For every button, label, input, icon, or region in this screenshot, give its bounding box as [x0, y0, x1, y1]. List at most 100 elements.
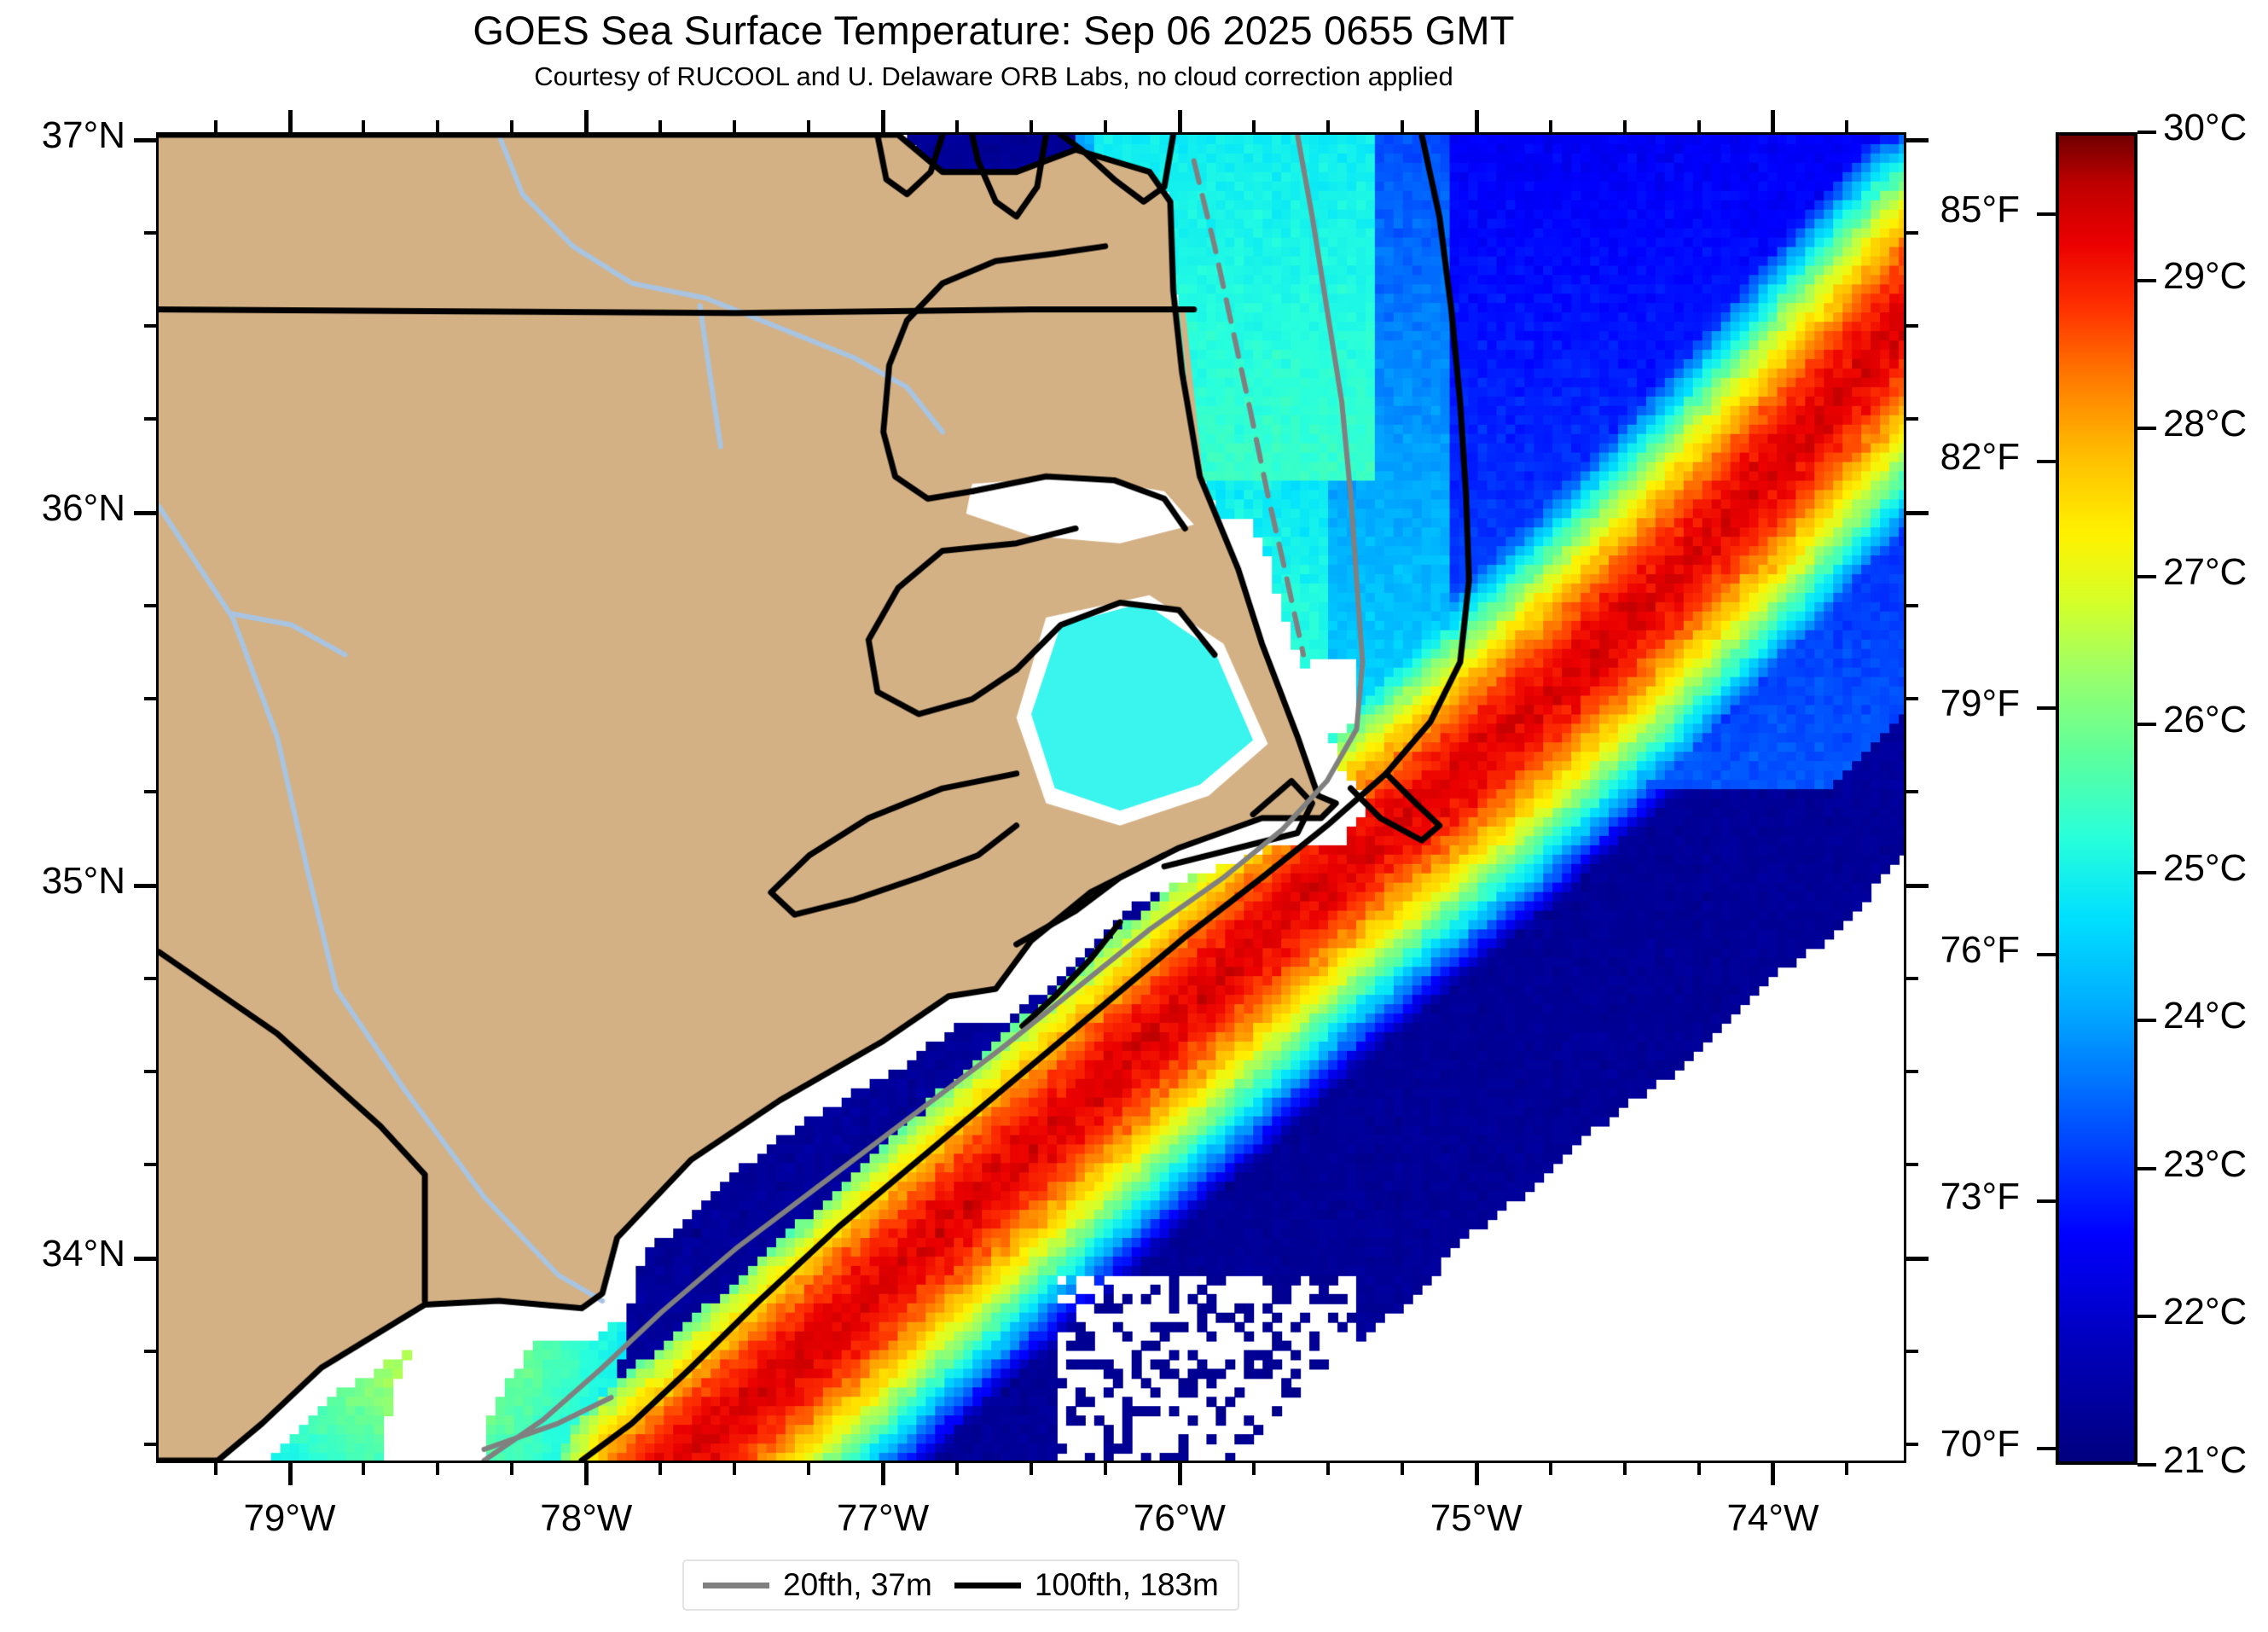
colorbar-celsius-tick: [2137, 1315, 2156, 1319]
colorbar-fahrenheit-label: 82°F: [1940, 435, 2020, 478]
colorbar-celsius-tick: [2137, 131, 2156, 134]
x-major-tick: [1474, 1463, 1479, 1485]
colorbar-celsius-tick: [2137, 427, 2156, 431]
colorbar-gradient: [2059, 136, 2134, 1461]
y-minor-tick: [144, 790, 156, 794]
legend-line-100fth: [954, 1582, 1021, 1588]
y-minor-tick: [1906, 976, 1918, 980]
page-title: GOES Sea Surface Temperature: Sep 06 202…: [473, 8, 1515, 53]
legend-label-20fth: 20fth, 37m: [783, 1567, 932, 1602]
y-minor-tick: [144, 603, 156, 607]
x-minor-tick: [213, 1463, 218, 1475]
x-major-tick: [584, 110, 589, 132]
colorbar-fahrenheit-label: 79°F: [1940, 682, 2020, 724]
x-minor-tick: [510, 120, 514, 132]
x-major-tick: [287, 1463, 293, 1485]
legend-label-100fth: 100fth, 183m: [1034, 1567, 1219, 1602]
x-minor-tick: [1251, 120, 1256, 132]
x-minor-tick: [362, 120, 366, 132]
colorbar-celsius-tick: [2137, 574, 2156, 578]
x-minor-tick: [1251, 1463, 1256, 1475]
colorbar-celsius-label: 26°C: [2163, 699, 2248, 741]
y-major-tick: [134, 137, 156, 142]
y-minor-tick: [1906, 697, 1918, 701]
x-minor-tick: [436, 120, 440, 132]
x-minor-tick: [1548, 120, 1552, 132]
colorbar-fahrenheit-label: 70°F: [1940, 1422, 2020, 1465]
colorbar-fahrenheit-label: 85°F: [1940, 189, 2020, 231]
y-minor-tick: [1906, 1443, 1918, 1447]
colorbar-celsius-tick: [2137, 1019, 2156, 1023]
x-minor-tick: [1622, 120, 1627, 132]
x-major-tick: [584, 1463, 589, 1485]
x-minor-tick: [362, 1463, 366, 1475]
x-minor-tick: [1325, 120, 1330, 132]
y-major-tick: [134, 883, 156, 888]
x-major-tick: [1177, 110, 1182, 132]
x-major-tick: [881, 110, 886, 132]
colorbar-fahrenheit-tick: [2037, 953, 2056, 957]
y-minor-tick: [144, 697, 156, 701]
colorbar-celsius-label: 24°C: [2163, 995, 2248, 1037]
colorbar-fahrenheit-label: 76°F: [1940, 929, 2020, 972]
colorbar-fahrenheit-label: 73°F: [1940, 1176, 2020, 1218]
x-major-tick: [287, 110, 293, 132]
colorbar-fahrenheit-tick: [2037, 1446, 2056, 1450]
colorbar-celsius-tick: [2137, 723, 2156, 727]
colorbar-celsius-label: 21°C: [2163, 1439, 2248, 1481]
isobath-legend[interactable]: 20fth, 37m 100fth, 183m: [682, 1559, 1239, 1611]
page-subtitle: Courtesy of RUCOOL and U. Delaware ORB L…: [534, 61, 1453, 91]
y-tick-label: 37°N: [41, 113, 125, 156]
x-minor-tick: [213, 120, 218, 132]
x-minor-tick: [1845, 120, 1849, 132]
x-minor-tick: [510, 1463, 514, 1475]
y-minor-tick: [144, 1443, 156, 1447]
x-minor-tick: [1030, 120, 1033, 132]
x-major-tick: [1771, 110, 1776, 132]
y-minor-tick: [1906, 1349, 1918, 1353]
colorbar-fahrenheit-tick: [2037, 706, 2056, 710]
y-major-tick: [134, 510, 156, 515]
colorbar-fahrenheit-tick: [2037, 459, 2056, 463]
colorbar[interactable]: [2056, 132, 2137, 1465]
x-minor-tick: [807, 120, 811, 132]
x-minor-tick: [807, 1463, 811, 1475]
colorbar-celsius-label: 27°C: [2163, 550, 2248, 593]
colorbar-celsius-label: 23°C: [2163, 1142, 2248, 1185]
y-major-tick: [1906, 137, 1929, 142]
x-tick-label: 77°W: [837, 1497, 930, 1539]
x-tick-label: 76°W: [1133, 1497, 1226, 1539]
x-tick-label: 78°W: [540, 1497, 633, 1539]
colorbar-celsius-label: 29°C: [2163, 254, 2248, 297]
x-tick-label: 79°W: [243, 1497, 336, 1539]
y-minor-tick: [144, 230, 156, 235]
x-minor-tick: [1622, 1463, 1627, 1475]
colorbar-celsius-tick: [2137, 870, 2156, 874]
colorbar-celsius-label: 30°C: [2163, 107, 2248, 148]
y-minor-tick: [144, 976, 156, 980]
x-major-tick: [1474, 110, 1479, 132]
x-minor-tick: [1548, 1463, 1552, 1475]
x-minor-tick: [436, 1463, 440, 1475]
x-minor-tick: [1103, 120, 1107, 132]
x-minor-tick: [1400, 1463, 1404, 1475]
y-minor-tick: [1906, 1070, 1918, 1074]
sst-map-axes[interactable]: [156, 132, 1906, 1463]
colorbar-fahrenheit-tick: [2037, 1199, 2056, 1204]
y-minor-tick: [1906, 417, 1918, 421]
x-tick-label: 75°W: [1430, 1497, 1523, 1539]
legend-item-20fth[interactable]: 20fth, 37m: [703, 1567, 932, 1603]
x-minor-tick: [658, 1463, 663, 1475]
y-tick-label: 35°N: [41, 859, 125, 902]
y-major-tick: [1906, 883, 1929, 888]
y-minor-tick: [1906, 790, 1918, 794]
x-major-tick: [1177, 1463, 1182, 1485]
colorbar-celsius-label: 22°C: [2163, 1291, 2248, 1333]
y-minor-tick: [1906, 603, 1918, 607]
y-minor-tick: [1906, 1163, 1918, 1167]
x-minor-tick: [1697, 1463, 1701, 1475]
legend-item-100fth[interactable]: 100fth, 183m: [954, 1567, 1219, 1603]
y-tick-label: 34°N: [41, 1232, 125, 1275]
x-minor-tick: [1325, 1463, 1330, 1475]
x-major-tick: [881, 1463, 886, 1485]
